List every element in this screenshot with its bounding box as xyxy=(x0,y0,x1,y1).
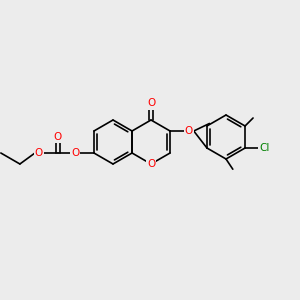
Text: O: O xyxy=(184,126,193,136)
Text: Cl: Cl xyxy=(260,143,270,153)
Text: O: O xyxy=(53,131,62,142)
Text: O: O xyxy=(35,148,43,158)
Text: O: O xyxy=(147,98,155,109)
Text: O: O xyxy=(147,159,155,169)
Text: O: O xyxy=(71,148,80,158)
